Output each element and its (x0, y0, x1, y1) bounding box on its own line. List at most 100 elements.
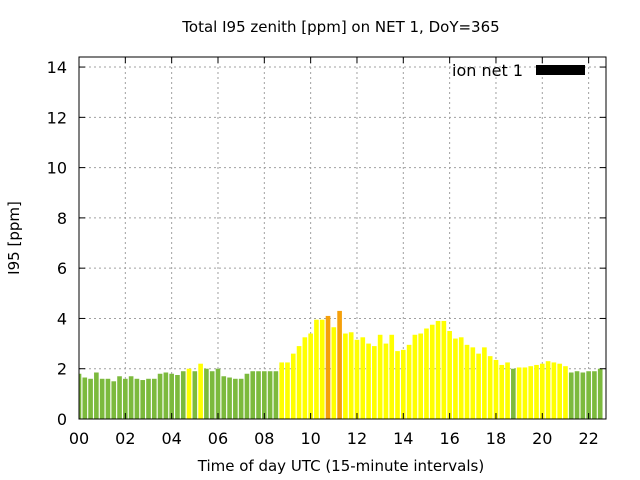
bar (285, 362, 290, 419)
x-tick-label: 20 (532, 429, 552, 448)
bar (511, 368, 516, 419)
y-tick-label: 8 (57, 209, 67, 228)
x-tick-label: 18 (486, 429, 506, 448)
bar (354, 339, 360, 419)
bar (406, 344, 412, 419)
bar (331, 327, 337, 419)
bar (568, 372, 574, 419)
bar (308, 333, 313, 419)
bar (319, 319, 325, 419)
bar (539, 363, 545, 419)
bar (267, 371, 273, 419)
bar (88, 378, 93, 419)
bar (209, 371, 215, 419)
x-tick-label: 12 (347, 429, 367, 448)
bar (117, 376, 122, 419)
legend: ion net 1 (452, 61, 585, 80)
bar (499, 364, 505, 419)
bar (412, 334, 418, 419)
bar (204, 368, 209, 419)
bar (227, 377, 232, 419)
legend-label: ion net 1 (452, 61, 523, 80)
bar (557, 363, 562, 419)
bar (146, 378, 151, 419)
ticks (78, 57, 606, 420)
bar (424, 328, 429, 419)
bar (302, 337, 308, 419)
x-tick-label: 04 (161, 429, 181, 448)
y-tick-label: 2 (57, 360, 67, 379)
bar (470, 347, 476, 419)
bar (516, 367, 522, 419)
grid (79, 57, 606, 419)
bar (360, 337, 366, 419)
y-axis-label: I95 [ppm] (5, 201, 23, 275)
bar (366, 343, 371, 419)
bar (128, 376, 134, 419)
chart-title: Total I95 zenith [ppm] on NET 1, DoY=365 (181, 18, 499, 36)
bar (290, 353, 296, 419)
bar (273, 371, 279, 419)
bar (244, 373, 250, 419)
bar (169, 373, 174, 419)
plot-frame (78, 56, 607, 420)
bar (395, 351, 400, 419)
bar (545, 361, 551, 419)
y-tick-label: 10 (47, 159, 67, 178)
bar (372, 346, 377, 419)
bar (592, 371, 597, 419)
bar (458, 337, 464, 419)
bar (180, 371, 186, 419)
x-tick-labels: 00 02 04 06 08 10 12 14 16 18 20 22 (69, 429, 599, 448)
x-tick-label: 10 (300, 429, 320, 448)
bar (215, 368, 221, 419)
bar (151, 378, 157, 419)
bar (314, 319, 319, 419)
bar (262, 371, 267, 419)
bar (487, 356, 493, 419)
bar (325, 315, 331, 419)
bar (256, 371, 261, 419)
bar (99, 378, 105, 419)
bar (586, 371, 591, 419)
bar (574, 371, 580, 419)
x-tick-label: 06 (208, 429, 228, 448)
bar (94, 372, 99, 419)
bar (418, 333, 423, 419)
bar (163, 372, 169, 419)
bar (348, 332, 354, 419)
bar (563, 366, 568, 419)
bar (522, 367, 528, 419)
bar (233, 378, 238, 419)
x-tick-label: 02 (115, 429, 135, 448)
y-tick-label: 4 (57, 309, 67, 328)
y-tick-label: 12 (47, 108, 67, 127)
bar (429, 324, 435, 419)
y-tick-label: 6 (57, 259, 67, 278)
x-tick-label: 16 (439, 429, 459, 448)
bars (79, 310, 603, 419)
bar (493, 359, 499, 419)
bar (192, 371, 198, 419)
bar (453, 338, 458, 419)
bar (551, 362, 557, 419)
bar (186, 368, 192, 419)
x-tick-label: 00 (69, 429, 89, 448)
bar (296, 346, 302, 419)
bar (597, 368, 603, 419)
bar (111, 381, 117, 419)
x-tick-label: 08 (254, 429, 274, 448)
bar (337, 310, 342, 419)
bar (82, 377, 88, 419)
bar (157, 373, 163, 419)
bar (482, 347, 487, 419)
bar (505, 362, 510, 419)
bar (447, 331, 452, 419)
bar (534, 364, 539, 419)
bar (383, 343, 389, 419)
bar (580, 372, 586, 419)
bar (198, 363, 203, 419)
bar (400, 349, 406, 419)
y-tick-label: 0 (57, 410, 67, 429)
